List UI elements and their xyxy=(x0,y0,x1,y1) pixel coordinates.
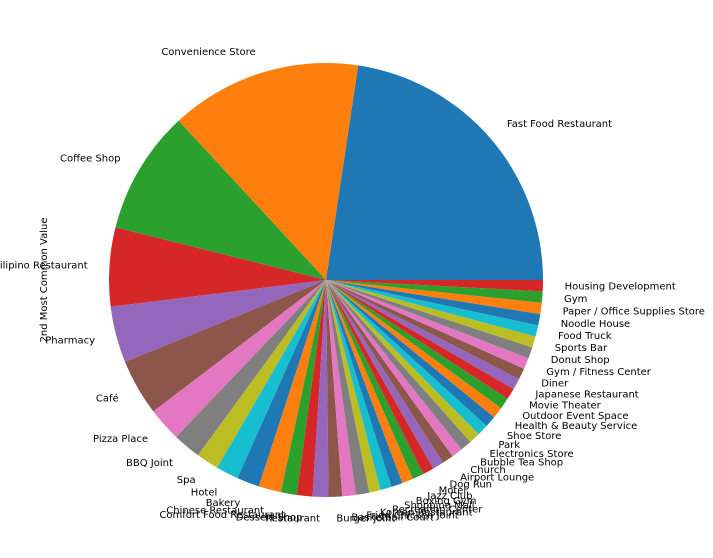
slice-label: Park xyxy=(498,440,520,451)
pie-slice xyxy=(125,280,326,412)
pie-slice xyxy=(326,280,533,359)
slice-label: Airport Lounge xyxy=(460,473,534,484)
pie-slice xyxy=(326,280,525,380)
slice-label: Gym / Fitness Center xyxy=(546,367,651,378)
slice-label: Sports Bar xyxy=(555,343,608,354)
slice-label: Noodle House xyxy=(561,319,631,330)
pie-slice xyxy=(326,280,542,315)
pie-slice xyxy=(115,120,326,280)
pie-slice xyxy=(178,63,359,280)
slice-label: BBQ Joint xyxy=(126,458,173,469)
pie-slice xyxy=(217,280,326,479)
slice-label: Housing Development xyxy=(565,281,676,292)
slice-label: Comfort Food Restaurant xyxy=(159,510,285,521)
pie-slice xyxy=(326,280,543,303)
pie-slice xyxy=(258,280,326,493)
pie-slice xyxy=(326,280,479,442)
pie-slice xyxy=(326,280,392,491)
slice-label: Café xyxy=(96,392,119,404)
slice-label: Fried Chicken Joint xyxy=(366,510,458,521)
slice-label: Boxing Gym xyxy=(416,496,477,507)
pie-slice xyxy=(326,280,514,399)
slice-label: Electronics Store xyxy=(490,449,574,460)
pie-slice xyxy=(176,280,326,456)
pie-slice xyxy=(326,280,413,484)
slice-label: Gym xyxy=(564,294,587,305)
slice-label: Motel xyxy=(439,486,467,497)
pie-slice xyxy=(312,280,329,497)
slice-label: Japanese Restaurant xyxy=(534,390,638,401)
pie-slice xyxy=(280,280,326,496)
pie-slice xyxy=(326,280,508,409)
slice-label: Shopping Mall xyxy=(404,501,474,512)
slice-label: Paper / Office Supplies Store xyxy=(563,306,705,317)
slice-label: Health & Beauty Service xyxy=(515,421,637,432)
pie-slice xyxy=(153,280,326,437)
pie-slices xyxy=(109,63,543,497)
slice-label: Spa xyxy=(177,475,196,486)
pie-slice xyxy=(326,280,343,497)
slice-label: Pharmacy xyxy=(45,335,95,346)
slice-label: Shoe Store xyxy=(507,431,562,442)
slice-label: Church xyxy=(470,465,505,476)
pie-slice xyxy=(326,280,444,469)
slice-label: Bubble Tea Shop xyxy=(480,457,563,468)
slice-label: Restaurant xyxy=(265,514,320,525)
slice-label: Outdoor Event Space xyxy=(522,411,628,422)
pie-slice xyxy=(296,280,326,497)
pie-slice xyxy=(326,280,543,292)
slice-label: Burger Joint xyxy=(336,514,395,525)
pie-slice xyxy=(326,280,487,435)
slice-label: Donut Shop xyxy=(551,355,610,366)
slice-label: Recreation Center xyxy=(392,504,483,515)
pie-slice xyxy=(326,280,520,390)
slice-label: Food Truck xyxy=(558,331,612,342)
pie-slice xyxy=(326,280,453,463)
pie-slice xyxy=(326,280,539,337)
slice-label: Filipino Restaurant xyxy=(0,261,88,272)
pie-slice xyxy=(326,280,403,487)
slice-label: Diner xyxy=(541,378,569,389)
slice-label: Basketball Court xyxy=(351,512,433,523)
pie-labels: Fast Food Restaurant Convenience Store Cof… xyxy=(0,47,705,525)
pie-slice xyxy=(326,280,356,497)
pie-slice xyxy=(326,280,529,369)
pie-slice xyxy=(110,280,326,362)
pie-slice xyxy=(326,65,543,281)
pie-slice xyxy=(237,280,326,487)
pie-slice xyxy=(326,280,541,326)
slice-label: Coffee Shop xyxy=(60,153,121,164)
slice-label: Movie Theater xyxy=(529,400,602,411)
pie-slice xyxy=(326,280,462,457)
pie-slice xyxy=(198,280,326,468)
pie-slice xyxy=(326,280,471,450)
slice-label: Jazz Club xyxy=(426,491,472,502)
pie-slice xyxy=(109,227,326,307)
slice-label: Pizza Place xyxy=(93,434,148,445)
pie-slice xyxy=(326,280,502,418)
slice-label: Dog Run xyxy=(450,479,493,490)
slice-label: Dessert Shop xyxy=(236,513,303,524)
slice-label: Bakery xyxy=(206,498,241,509)
slice-label: Chinese Restaurant xyxy=(166,506,264,517)
slice-label: Convenience Store xyxy=(161,47,255,58)
pie-slice xyxy=(326,280,424,479)
pie-slice xyxy=(326,280,434,474)
slice-label: Hotel xyxy=(191,488,218,499)
y-axis-label: 2nd Most Common Value xyxy=(39,218,50,343)
pie-slice xyxy=(326,280,370,495)
pie-slice xyxy=(326,280,381,493)
pie-slice xyxy=(326,280,495,426)
slice-label: Fast Food Restaurant xyxy=(507,119,612,130)
pie-slice xyxy=(326,280,536,348)
slice-label: Korean Restaurant xyxy=(380,508,473,519)
